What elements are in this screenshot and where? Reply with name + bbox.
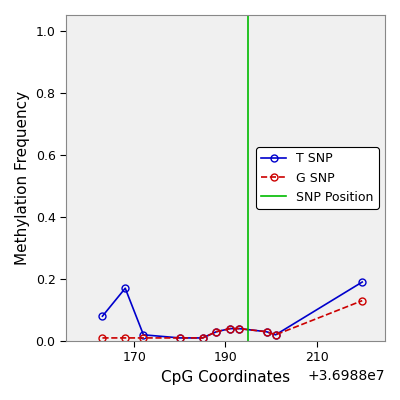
T SNP xyxy=(178,336,182,340)
Y-axis label: Methylation Frequency: Methylation Frequency xyxy=(15,91,30,265)
G SNP xyxy=(273,332,278,337)
G SNP xyxy=(141,336,146,340)
G SNP xyxy=(100,336,105,340)
T SNP xyxy=(228,326,232,331)
T SNP xyxy=(100,314,105,318)
G SNP xyxy=(228,326,232,331)
T SNP xyxy=(360,280,365,284)
G SNP xyxy=(237,326,242,331)
T SNP xyxy=(214,329,219,334)
T SNP xyxy=(273,332,278,337)
G SNP xyxy=(264,329,269,334)
T SNP xyxy=(141,332,146,337)
T SNP xyxy=(123,286,128,291)
Line: T SNP: T SNP xyxy=(99,278,366,341)
G SNP xyxy=(200,336,205,340)
T SNP xyxy=(264,329,269,334)
T SNP xyxy=(237,326,242,331)
G SNP xyxy=(360,298,365,303)
X-axis label: CpG Coordinates: CpG Coordinates xyxy=(161,370,290,385)
G SNP xyxy=(178,336,182,340)
Line: G SNP: G SNP xyxy=(99,297,366,341)
T SNP xyxy=(200,336,205,340)
Legend: T SNP, G SNP, SNP Position: T SNP, G SNP, SNP Position xyxy=(256,147,379,209)
G SNP xyxy=(214,329,219,334)
G SNP xyxy=(123,336,128,340)
